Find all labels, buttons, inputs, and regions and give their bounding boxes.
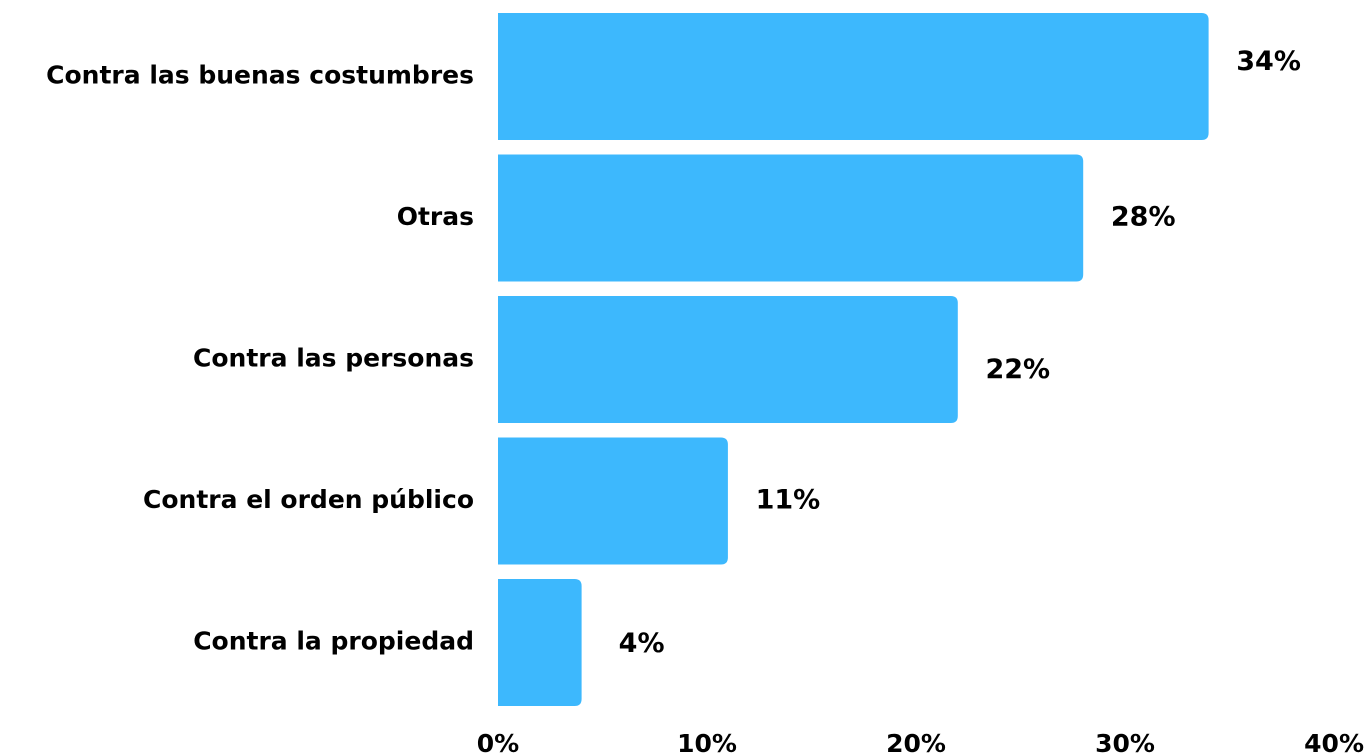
x-tick-label: 40% — [1304, 729, 1364, 754]
value-label-contra-la-propiedad: 4% — [619, 628, 665, 659]
bar-contra-la-propiedad — [498, 579, 582, 706]
value-label-contra-el-orden-publico: 11% — [756, 485, 821, 516]
value-label-contra-las-personas: 22% — [985, 354, 1050, 385]
value-label-contra-las-buenas-costumbres: 34% — [1236, 46, 1301, 77]
bar-contra-las-personas — [498, 296, 958, 423]
category-label-contra-las-buenas-costumbres: Contra las buenas costumbres — [46, 61, 474, 90]
x-tick-label: 0% — [477, 729, 519, 754]
bar-contra-las-buenas-costumbres — [498, 13, 1209, 140]
x-axis-ticks-group: 0% 10% 20% 30% 40% — [477, 729, 1364, 754]
bars-group — [498, 13, 1209, 706]
x-tick-label: 20% — [886, 729, 946, 754]
x-tick-label: 30% — [1095, 729, 1155, 754]
category-label-contra-las-personas: Contra las personas — [193, 344, 474, 373]
category-label-contra-la-propiedad: Contra la propiedad — [193, 627, 474, 656]
bar-contra-el-orden-publico — [498, 437, 728, 565]
category-labels-group: Contra las buenas costumbres Otras Contra … — [46, 61, 474, 656]
category-label-otras: Otras — [397, 202, 474, 231]
bar-otras — [498, 154, 1084, 282]
x-tick-label: 10% — [677, 729, 737, 754]
value-label-otras: 28% — [1111, 202, 1176, 233]
category-label-contra-el-orden-publico: Contra el orden público — [143, 485, 474, 514]
value-labels-group: 34% 28% 22% 11% 4% — [619, 46, 1301, 659]
